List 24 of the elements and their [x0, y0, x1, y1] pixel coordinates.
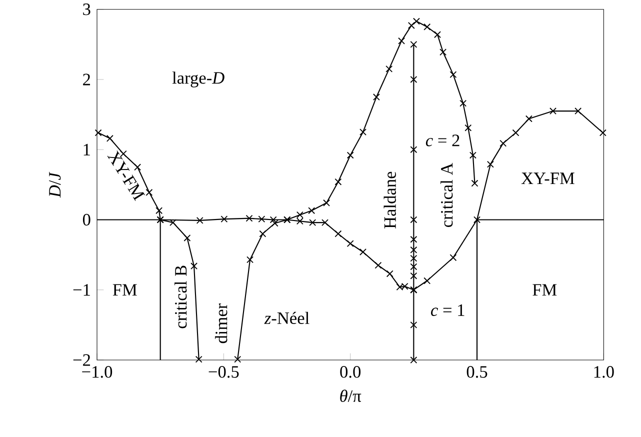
- x-tick-label: 1.0: [594, 366, 614, 378]
- annotation: large-D: [172, 72, 224, 88]
- y-tick-label: 3: [83, 4, 90, 16]
- annotation: critical B: [174, 266, 187, 328]
- annotation: c = 1: [431, 304, 464, 316]
- x-axis-title: θ/π: [340, 390, 362, 402]
- annotation: critical A: [440, 162, 453, 228]
- annotation: FM: [532, 284, 557, 296]
- y-tick-label: 0: [82, 214, 90, 226]
- x-tick-label: −0.5: [208, 366, 239, 378]
- annotation: Haldane: [384, 172, 396, 228]
- y-tick-label: −1: [73, 284, 90, 296]
- y-axis-title: D/J: [49, 172, 61, 198]
- x-tick-label: −1.0: [82, 366, 112, 378]
- y-tick-label: −2: [73, 354, 90, 366]
- annotation: dimer: [215, 303, 228, 344]
- y-tick-label: 1: [84, 144, 90, 156]
- annotation: XY-FM: [521, 172, 574, 184]
- x-tick-label: 0.0: [340, 366, 361, 378]
- annotation: FM: [112, 284, 137, 296]
- annotation: z-Néel: [264, 312, 310, 324]
- y-tick-label: 2: [83, 74, 90, 86]
- x-tick-label: 0.5: [466, 366, 488, 378]
- annotation: c = 2: [426, 134, 460, 146]
